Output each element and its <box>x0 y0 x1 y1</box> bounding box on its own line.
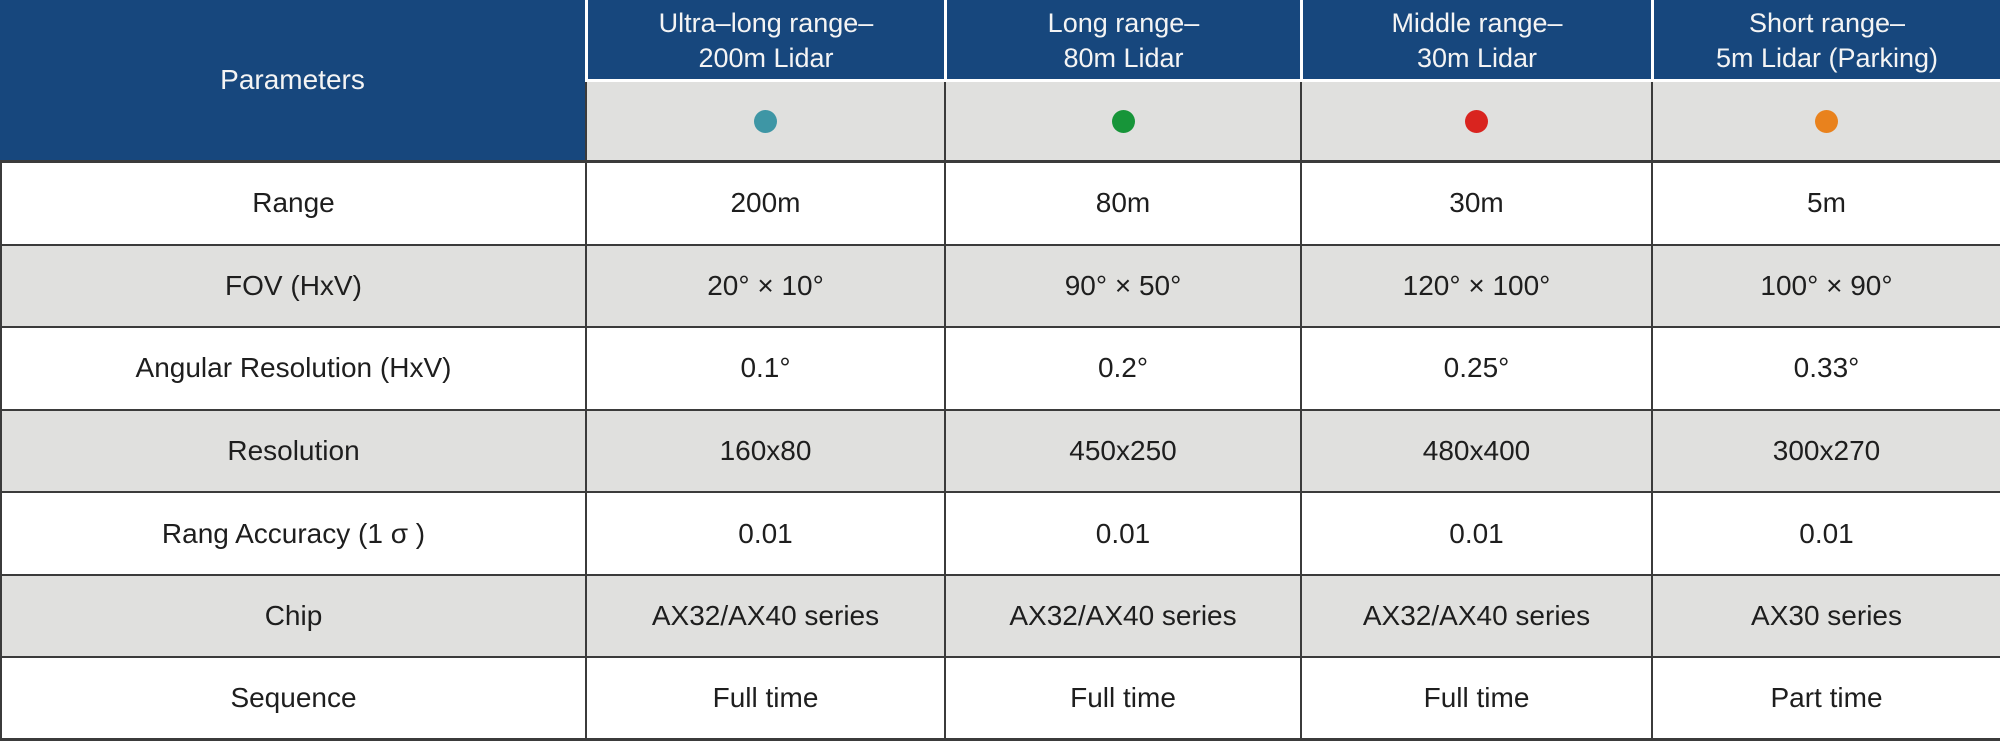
row-label-chip: Chip <box>0 575 585 659</box>
orange-dot-icon <box>1815 109 1838 133</box>
cell-fov-ultra-long: 20° × 10° <box>585 245 944 329</box>
cell-fov-long: 90° × 50° <box>944 245 1300 329</box>
cell-resolution-short: 300x270 <box>1651 410 2000 494</box>
cell-resolution-long: 450x250 <box>944 410 1300 494</box>
cell-fov-short: 100° × 90° <box>1651 245 2000 329</box>
cell-accuracy-short: 0.01 <box>1651 493 2000 576</box>
cell-angres-long: 0.2° <box>944 328 1300 411</box>
cell-sequence-ultra-long: Full time <box>585 658 944 741</box>
column-title-line2: 30m Lidar <box>1416 42 1538 73</box>
legend-cell-short-range <box>1651 82 2000 163</box>
row-label-sequence: Sequence <box>0 658 585 741</box>
cell-sequence-middle: Full time <box>1300 658 1651 741</box>
column-header-ultra-long-range: Ultra–long range– 200m Lidar <box>585 0 944 82</box>
column-title-line1: Ultra–long range– <box>658 7 874 38</box>
cell-range-ultra-long: 200m <box>585 163 944 246</box>
cell-chip-long: AX32/AX40 series <box>944 575 1300 659</box>
cell-chip-middle: AX32/AX40 series <box>1300 575 1651 659</box>
column-header-middle-range: Middle range– 30m Lidar <box>1300 0 1651 82</box>
row-label-fov: FOV (HxV) <box>0 245 585 329</box>
cell-resolution-ultra-long: 160x80 <box>585 410 944 494</box>
cell-accuracy-middle: 0.01 <box>1300 493 1651 576</box>
cell-sequence-short: Part time <box>1651 658 2000 741</box>
column-title-line1: Middle range– <box>1391 7 1563 38</box>
cell-angres-short: 0.33° <box>1651 328 2000 411</box>
green-dot-icon <box>1111 109 1135 133</box>
row-label-rang-accuracy: Rang Accuracy (1 σ ) <box>0 493 585 576</box>
column-header-long-range: Long range– 80m Lidar <box>944 0 1300 82</box>
legend-cell-long-range <box>944 82 1300 163</box>
teal-dot-icon <box>754 109 777 133</box>
column-title-line1: Long range– <box>1047 7 1200 38</box>
column-title-line1: Short range– <box>1748 7 1906 38</box>
red-dot-icon <box>1465 109 1488 133</box>
cell-fov-middle: 120° × 100° <box>1300 245 1651 329</box>
cell-accuracy-ultra-long: 0.01 <box>585 493 944 576</box>
cell-chip-ultra-long: AX32/AX40 series <box>585 575 944 659</box>
parameters-header-label: Parameters <box>220 64 365 95</box>
cell-sequence-long: Full time <box>944 658 1300 741</box>
cell-resolution-middle: 480x400 <box>1300 410 1651 494</box>
legend-cell-middle-range <box>1300 82 1651 163</box>
parameters-header-cell: Parameters <box>0 0 585 163</box>
column-title-line2: 5m Lidar (Parking) <box>1715 42 1939 73</box>
row-label-range: Range <box>0 163 585 246</box>
cell-angres-ultra-long: 0.1° <box>585 328 944 411</box>
cell-angres-middle: 0.25° <box>1300 328 1651 411</box>
row-label-resolution: Resolution <box>0 410 585 494</box>
cell-chip-short: AX30 series <box>1651 575 2000 659</box>
cell-accuracy-long: 0.01 <box>944 493 1300 576</box>
column-title-line2: 200m Lidar <box>698 42 834 73</box>
cell-range-long: 80m <box>944 163 1300 246</box>
legend-cell-ultra-long-range <box>585 82 944 163</box>
row-label-angular-resolution: Angular Resolution (HxV) <box>0 328 585 411</box>
cell-range-short: 5m <box>1651 163 2000 246</box>
column-header-short-range: Short range– 5m Lidar (Parking) <box>1651 0 2000 82</box>
cell-range-middle: 30m <box>1300 163 1651 246</box>
column-title-line2: 80m Lidar <box>1063 42 1184 73</box>
